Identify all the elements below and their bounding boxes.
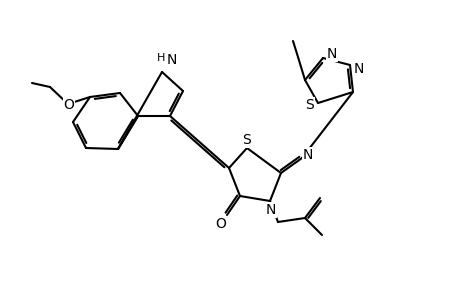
Text: N: N	[167, 53, 177, 67]
Text: O: O	[63, 98, 74, 112]
Text: N: N	[353, 62, 364, 76]
Text: S: S	[242, 133, 251, 147]
Text: S: S	[305, 98, 313, 112]
Text: H: H	[157, 53, 165, 63]
Text: O: O	[215, 217, 226, 231]
Text: N: N	[265, 203, 275, 217]
Text: N: N	[302, 148, 313, 162]
Text: N: N	[326, 47, 336, 61]
